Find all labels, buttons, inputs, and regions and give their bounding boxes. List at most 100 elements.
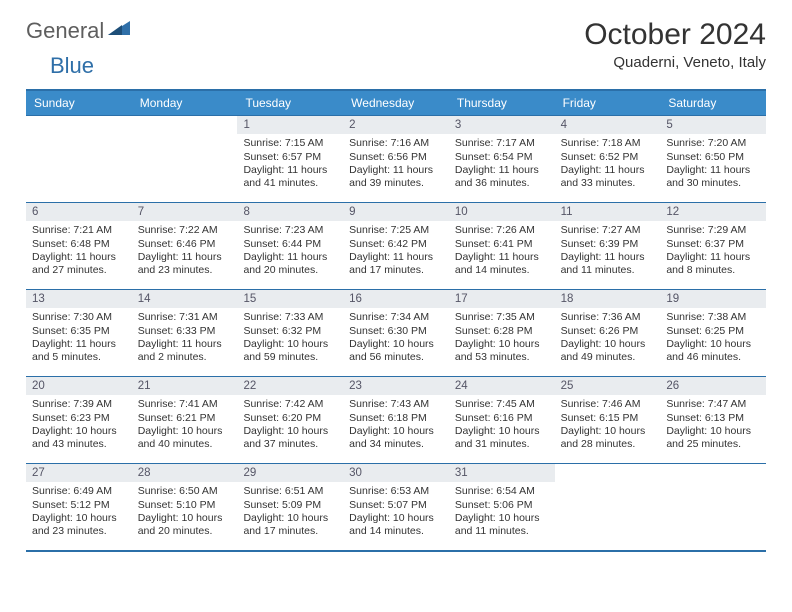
calendar-day-cell: 17Sunrise: 7:35 AMSunset: 6:28 PMDayligh…	[449, 290, 555, 376]
daylight-text: Daylight: 10 hours and 14 minutes.	[349, 512, 443, 538]
calendar-day-cell	[26, 116, 132, 202]
calendar-day-cell: 18Sunrise: 7:36 AMSunset: 6:26 PMDayligh…	[555, 290, 661, 376]
sunrise-text: Sunrise: 7:18 AM	[561, 137, 655, 150]
day-number: 26	[660, 377, 766, 395]
calendar-day-cell: 20Sunrise: 7:39 AMSunset: 6:23 PMDayligh…	[26, 377, 132, 463]
daylight-text: Daylight: 11 hours and 11 minutes.	[561, 251, 655, 277]
calendar-day-cell: 10Sunrise: 7:26 AMSunset: 6:41 PMDayligh…	[449, 203, 555, 289]
calendar-day-cell: 23Sunrise: 7:43 AMSunset: 6:18 PMDayligh…	[343, 377, 449, 463]
day-info: Sunrise: 7:33 AMSunset: 6:32 PMDaylight:…	[237, 308, 343, 370]
calendar-day-cell: 30Sunrise: 6:53 AMSunset: 5:07 PMDayligh…	[343, 464, 449, 550]
sunset-text: Sunset: 6:26 PM	[561, 325, 655, 338]
day-info: Sunrise: 7:26 AMSunset: 6:41 PMDaylight:…	[449, 221, 555, 283]
day-number: 17	[449, 290, 555, 308]
calendar-body: 1Sunrise: 7:15 AMSunset: 6:57 PMDaylight…	[26, 115, 766, 550]
calendar-day-cell: 26Sunrise: 7:47 AMSunset: 6:13 PMDayligh…	[660, 377, 766, 463]
sunset-text: Sunset: 6:56 PM	[349, 151, 443, 164]
sunrise-text: Sunrise: 7:16 AM	[349, 137, 443, 150]
daylight-text: Daylight: 11 hours and 20 minutes.	[243, 251, 337, 277]
month-title: October 2024	[584, 18, 766, 52]
calendar-day-cell: 8Sunrise: 7:23 AMSunset: 6:44 PMDaylight…	[237, 203, 343, 289]
calendar-day-cell: 19Sunrise: 7:38 AMSunset: 6:25 PMDayligh…	[660, 290, 766, 376]
calendar-day-cell: 27Sunrise: 6:49 AMSunset: 5:12 PMDayligh…	[26, 464, 132, 550]
sunset-text: Sunset: 6:35 PM	[32, 325, 126, 338]
sunrise-text: Sunrise: 6:51 AM	[243, 485, 337, 498]
sunrise-text: Sunrise: 7:47 AM	[666, 398, 760, 411]
day-info: Sunrise: 7:16 AMSunset: 6:56 PMDaylight:…	[343, 134, 449, 196]
sunrise-text: Sunrise: 6:50 AM	[138, 485, 232, 498]
daylight-text: Daylight: 10 hours and 53 minutes.	[455, 338, 549, 364]
day-info: Sunrise: 7:36 AMSunset: 6:26 PMDaylight:…	[555, 308, 661, 370]
day-info: Sunrise: 7:17 AMSunset: 6:54 PMDaylight:…	[449, 134, 555, 196]
day-number: 19	[660, 290, 766, 308]
day-number: 29	[237, 464, 343, 482]
sunrise-text: Sunrise: 7:15 AM	[243, 137, 337, 150]
sunrise-text: Sunrise: 7:41 AM	[138, 398, 232, 411]
calendar-day-cell: 2Sunrise: 7:16 AMSunset: 6:56 PMDaylight…	[343, 116, 449, 202]
day-info: Sunrise: 7:30 AMSunset: 6:35 PMDaylight:…	[26, 308, 132, 370]
weekday-header: Sunday	[26, 91, 132, 115]
calendar-day-cell: 9Sunrise: 7:25 AMSunset: 6:42 PMDaylight…	[343, 203, 449, 289]
day-info: Sunrise: 7:41 AMSunset: 6:21 PMDaylight:…	[132, 395, 238, 457]
calendar-day-cell: 11Sunrise: 7:27 AMSunset: 6:39 PMDayligh…	[555, 203, 661, 289]
sunset-text: Sunset: 6:33 PM	[138, 325, 232, 338]
sunset-text: Sunset: 6:52 PM	[561, 151, 655, 164]
daylight-text: Daylight: 11 hours and 41 minutes.	[243, 164, 337, 190]
calendar-week-row: 1Sunrise: 7:15 AMSunset: 6:57 PMDaylight…	[26, 115, 766, 202]
day-info: Sunrise: 7:34 AMSunset: 6:30 PMDaylight:…	[343, 308, 449, 370]
day-number: 27	[26, 464, 132, 482]
daylight-text: Daylight: 11 hours and 30 minutes.	[666, 164, 760, 190]
calendar-day-cell: 5Sunrise: 7:20 AMSunset: 6:50 PMDaylight…	[660, 116, 766, 202]
day-info: Sunrise: 7:47 AMSunset: 6:13 PMDaylight:…	[660, 395, 766, 457]
sunrise-text: Sunrise: 7:36 AM	[561, 311, 655, 324]
day-number: 28	[132, 464, 238, 482]
calendar-day-cell: 13Sunrise: 7:30 AMSunset: 6:35 PMDayligh…	[26, 290, 132, 376]
sunset-text: Sunset: 6:30 PM	[349, 325, 443, 338]
sunset-text: Sunset: 6:20 PM	[243, 412, 337, 425]
logo-text-blue: Blue	[50, 53, 94, 79]
day-info: Sunrise: 7:27 AMSunset: 6:39 PMDaylight:…	[555, 221, 661, 283]
day-info: Sunrise: 7:20 AMSunset: 6:50 PMDaylight:…	[660, 134, 766, 196]
weekday-header: Friday	[555, 91, 661, 115]
day-info: Sunrise: 7:21 AMSunset: 6:48 PMDaylight:…	[26, 221, 132, 283]
sunset-text: Sunset: 6:28 PM	[455, 325, 549, 338]
day-info: Sunrise: 7:29 AMSunset: 6:37 PMDaylight:…	[660, 221, 766, 283]
weekday-header: Thursday	[449, 91, 555, 115]
day-number: 14	[132, 290, 238, 308]
day-number: 12	[660, 203, 766, 221]
title-block: October 2024 Quaderni, Veneto, Italy	[584, 18, 766, 71]
sunrise-text: Sunrise: 7:43 AM	[349, 398, 443, 411]
location-subtitle: Quaderni, Veneto, Italy	[584, 54, 766, 71]
daylight-text: Daylight: 10 hours and 49 minutes.	[561, 338, 655, 364]
sunrise-text: Sunrise: 7:42 AM	[243, 398, 337, 411]
sunset-text: Sunset: 5:10 PM	[138, 499, 232, 512]
day-number: 30	[343, 464, 449, 482]
calendar-day-cell: 29Sunrise: 6:51 AMSunset: 5:09 PMDayligh…	[237, 464, 343, 550]
sunrise-text: Sunrise: 7:17 AM	[455, 137, 549, 150]
weekday-header-row: Sunday Monday Tuesday Wednesday Thursday…	[26, 91, 766, 115]
day-number: 3	[449, 116, 555, 134]
calendar-day-cell: 6Sunrise: 7:21 AMSunset: 6:48 PMDaylight…	[26, 203, 132, 289]
daylight-text: Daylight: 10 hours and 46 minutes.	[666, 338, 760, 364]
sunrise-text: Sunrise: 6:53 AM	[349, 485, 443, 498]
weekday-header: Saturday	[660, 91, 766, 115]
calendar-day-cell	[132, 116, 238, 202]
day-number: 13	[26, 290, 132, 308]
day-info: Sunrise: 7:18 AMSunset: 6:52 PMDaylight:…	[555, 134, 661, 196]
sunrise-text: Sunrise: 7:30 AM	[32, 311, 126, 324]
daylight-text: Daylight: 10 hours and 23 minutes.	[32, 512, 126, 538]
calendar-grid: Sunday Monday Tuesday Wednesday Thursday…	[26, 89, 766, 552]
day-info: Sunrise: 7:43 AMSunset: 6:18 PMDaylight:…	[343, 395, 449, 457]
daylight-text: Daylight: 10 hours and 59 minutes.	[243, 338, 337, 364]
day-info: Sunrise: 7:22 AMSunset: 6:46 PMDaylight:…	[132, 221, 238, 283]
daylight-text: Daylight: 11 hours and 27 minutes.	[32, 251, 126, 277]
daylight-text: Daylight: 11 hours and 8 minutes.	[666, 251, 760, 277]
sunset-text: Sunset: 6:39 PM	[561, 238, 655, 251]
day-number: 24	[449, 377, 555, 395]
calendar-day-cell: 22Sunrise: 7:42 AMSunset: 6:20 PMDayligh…	[237, 377, 343, 463]
sunrise-text: Sunrise: 7:34 AM	[349, 311, 443, 324]
calendar-day-cell: 25Sunrise: 7:46 AMSunset: 6:15 PMDayligh…	[555, 377, 661, 463]
daylight-text: Daylight: 10 hours and 56 minutes.	[349, 338, 443, 364]
sunset-text: Sunset: 6:15 PM	[561, 412, 655, 425]
calendar-day-cell: 16Sunrise: 7:34 AMSunset: 6:30 PMDayligh…	[343, 290, 449, 376]
